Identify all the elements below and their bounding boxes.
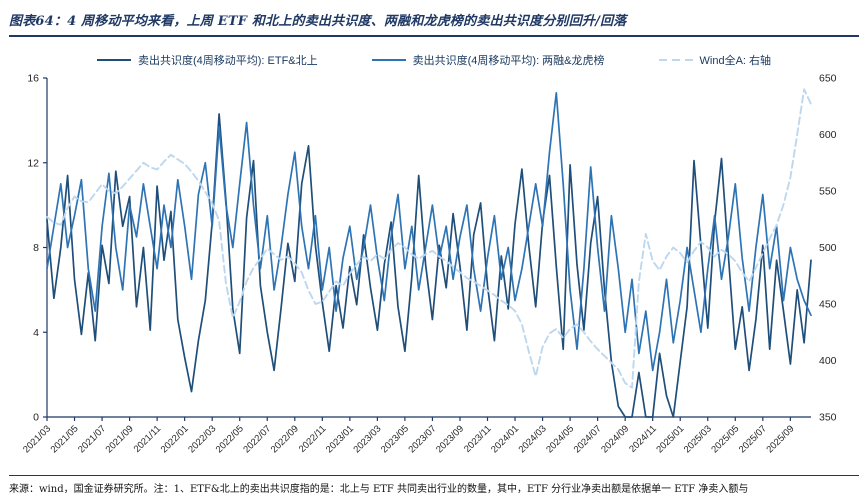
svg-text:2021/05: 2021/05 [49,423,81,455]
legend-item: 卖出共识度(4周移动平均): ETF&北上 [96,52,318,68]
svg-text:2024/07: 2024/07 [572,423,604,455]
svg-text:2022/05: 2022/05 [214,423,246,455]
svg-text:400: 400 [819,355,837,367]
svg-text:12: 12 [27,157,39,169]
svg-text:2025/01: 2025/01 [654,423,686,455]
svg-text:500: 500 [819,242,837,254]
svg-text:650: 650 [819,73,837,85]
svg-text:550: 550 [819,186,837,198]
svg-text:2021/11: 2021/11 [132,423,164,455]
figure-page: 图表64：4 周移动平均来看，上周 ETF 和北上的卖出共识度、两融和龙虎榜的卖… [9,6,859,495]
svg-text:2023/03: 2023/03 [351,423,383,455]
svg-text:2025/05: 2025/05 [709,423,741,455]
legend-label: 卖出共识度(4周移动平均): 两融&龙虎榜 [412,55,605,67]
svg-text:2025/09: 2025/09 [764,423,796,455]
line-swatch-icon [96,58,131,62]
svg-text:2021/07: 2021/07 [76,423,108,455]
svg-text:2024/11: 2024/11 [627,423,659,455]
svg-text:2023/05: 2023/05 [379,423,411,455]
svg-text:4: 4 [33,327,39,339]
svg-text:350: 350 [819,412,837,424]
svg-text:8: 8 [33,242,39,254]
svg-text:0: 0 [33,412,39,424]
svg-text:2022/11: 2022/11 [297,423,329,455]
line-swatch-icon [371,58,406,62]
svg-text:2023/09: 2023/09 [434,423,466,455]
svg-text:2024/05: 2024/05 [544,423,576,455]
legend-label: Wind全A: 右轴 [699,55,772,67]
svg-text:450: 450 [819,299,837,311]
source-note: 来源：wind，国金证券研究所。注：1、ETF&北上的卖出共识度指的是：北上与 … [9,484,749,495]
chart-legend: 卖出共识度(4周移动平均): ETF&北上 卖出共识度(4周移动平均): 两融&龙… [9,51,859,69]
svg-text:2022/07: 2022/07 [241,423,273,455]
svg-text:2023/01: 2023/01 [324,423,356,455]
svg-text:2024/09: 2024/09 [599,423,631,455]
legend-item: Wind全A: 右轴 [658,52,772,68]
dashed-line-swatch-icon [658,58,693,62]
svg-text:600: 600 [819,129,837,141]
figure-title: 图表64：4 周移动平均来看，上周 ETF 和北上的卖出共识度、两融和龙虎榜的卖… [9,14,627,29]
legend-item: 卖出共识度(4周移动平均): 两融&龙虎榜 [371,52,605,68]
svg-text:2021/03: 2021/03 [21,423,53,455]
svg-text:2024/03: 2024/03 [517,423,549,455]
svg-text:2023/11: 2023/11 [462,423,494,455]
figure-footer: 来源：wind，国金证券研究所。注：1、ETF&北上的卖出共识度指的是：北上与 … [9,475,859,495]
chart-svg: 04812163504004505005506006502021/032021/… [21,73,837,456]
svg-text:2022/09: 2022/09 [269,423,301,455]
svg-text:2025/03: 2025/03 [682,423,714,455]
svg-text:2025/07: 2025/07 [737,423,769,455]
figure-header: 图表64：4 周移动平均来看，上周 ETF 和北上的卖出共识度、两融和龙虎榜的卖… [9,6,859,37]
svg-text:2021/09: 2021/09 [104,423,136,455]
svg-text:2024/01: 2024/01 [489,423,521,455]
svg-text:16: 16 [27,73,39,85]
svg-text:2023/07: 2023/07 [406,423,438,455]
svg-text:2022/01: 2022/01 [159,423,191,455]
legend-label: 卖出共识度(4周移动平均): ETF&北上 [137,55,318,67]
chart-area: 0 4 8 12 16 350 400 450 500 550 600 650 2021/03 2021/… [9,71,859,478]
svg-text:2022/03: 2022/03 [186,423,218,455]
